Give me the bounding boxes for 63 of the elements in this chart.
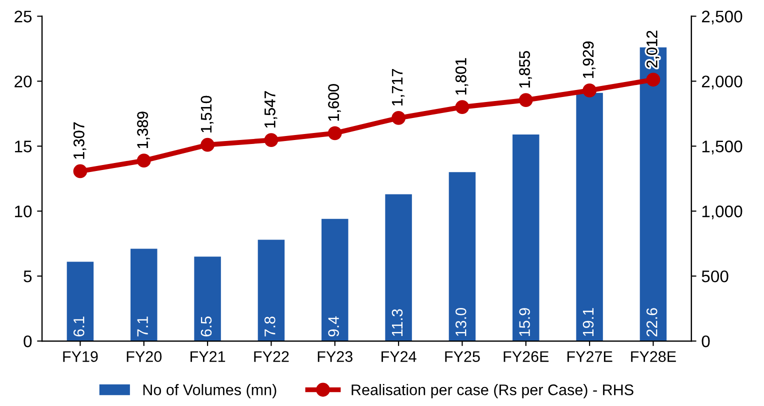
- point: [518, 93, 533, 107]
- y-tick-label: 0: [24, 335, 32, 348]
- data-label: 1,801: [456, 58, 468, 95]
- data-label: 13.0: [456, 308, 466, 336]
- x-tick-label: FY24: [382, 351, 416, 362]
- bar: [66, 262, 94, 342]
- point: [646, 72, 660, 87]
- data-label: 1,510: [200, 96, 214, 132]
- x-tick-label: FY22: [254, 351, 289, 362]
- y2-tick-label: 1,500: [702, 140, 742, 154]
- data-label: 1,855: [519, 51, 532, 88]
- x-tick-label: FY26E: [504, 351, 549, 362]
- data-label: 1,717: [392, 69, 404, 106]
- y-tick-label: 15: [15, 140, 32, 152]
- bar: [512, 134, 540, 342]
- bar: [130, 248, 158, 342]
- data-label: 11.3: [392, 309, 403, 336]
- data-label: 1,547: [264, 91, 278, 128]
- data-label: 1,389: [137, 112, 150, 148]
- data-label: 1,600: [328, 84, 341, 121]
- legend-label: No of Volumes (mn): [143, 384, 276, 398]
- bar: [385, 194, 412, 342]
- data-label: 6.5: [200, 316, 212, 336]
- x-tick-label: FY23: [318, 351, 352, 362]
- data-label: 1,929: [582, 42, 596, 78]
- data-label: 7.1: [137, 316, 148, 336]
- data-label: 1,307: [74, 122, 86, 159]
- data-label: 15.9: [519, 308, 530, 336]
- x-tick-label: FY27E: [567, 351, 612, 362]
- data-label: 6.1: [74, 316, 84, 336]
- bar: [448, 172, 476, 342]
- x-tick-label: FY28E: [631, 351, 676, 362]
- y2-tick-label: 2,500: [702, 10, 742, 24]
- point: [328, 126, 342, 140]
- legend-label: Realisation per case (Rs per Case) - RHS: [352, 384, 634, 398]
- y-tick-label: 5: [24, 270, 32, 282]
- y2-tick-label: 1,000: [702, 206, 742, 220]
- y2-tick-label: 0: [702, 335, 710, 348]
- x-tick-label: FY19: [63, 351, 98, 362]
- point: [455, 100, 470, 114]
- y2-tick-label: 2,000: [702, 76, 742, 90]
- y-tick-label: 20: [14, 76, 32, 88]
- bar: [576, 92, 603, 342]
- x-tick-label: FY20: [126, 351, 162, 362]
- data-label: 7.8: [264, 316, 276, 336]
- y2-tick-label: 500: [702, 270, 728, 282]
- data-label: 9.4: [328, 316, 339, 336]
- point: [392, 111, 406, 125]
- point: [200, 138, 214, 152]
- data-label: 19.1: [582, 308, 594, 336]
- y-tick-label: 25: [14, 10, 32, 22]
- point: [73, 164, 88, 178]
- bar: [322, 218, 348, 342]
- x-tick-label: FY21: [190, 351, 226, 362]
- point: [136, 154, 151, 168]
- y-tick-label: 10: [15, 206, 32, 218]
- bar: [258, 240, 285, 342]
- data-label: 22.6: [646, 308, 658, 336]
- x-tick-label: FY25: [445, 351, 480, 362]
- data-label: 2,012: [646, 30, 660, 68]
- point: [582, 83, 596, 98]
- bar: [194, 256, 221, 342]
- point: [264, 133, 278, 147]
